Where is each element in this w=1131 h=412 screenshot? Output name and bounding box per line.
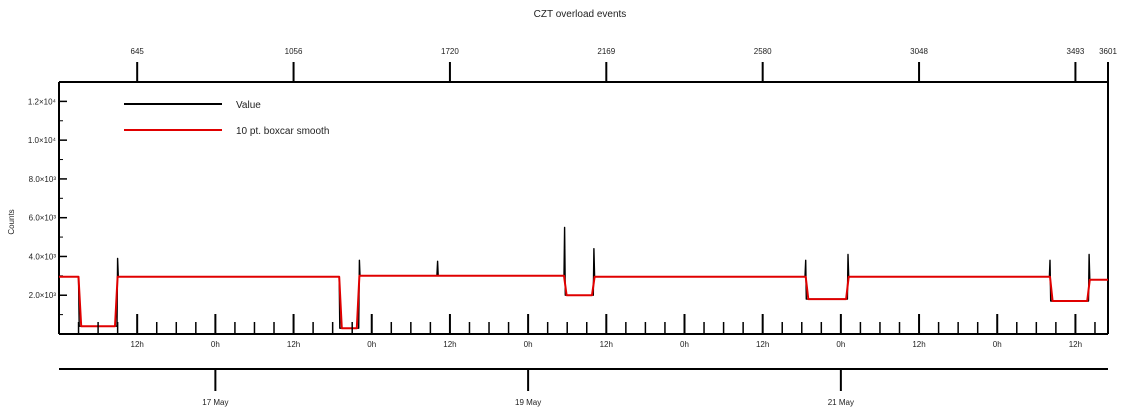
y-axis-tick-label: 1.0×10⁴	[28, 136, 57, 145]
legend-label-value: Value	[236, 100, 261, 111]
hour-axis-tick-label: 12h	[912, 340, 925, 349]
hour-axis-tick-label: 12h	[287, 340, 300, 349]
date-axis-tick-label: 19 May	[515, 398, 541, 407]
top-axis-tick-label: 1720	[441, 47, 459, 56]
top-axis-tick-label: 3493	[1067, 47, 1085, 56]
hour-axis-tick-label: 0h	[367, 340, 376, 349]
hour-axis-tick-label: 12h	[1069, 340, 1082, 349]
y-axis-tick-label: 4.0×10³	[29, 252, 57, 261]
hour-axis-tick-label: 12h	[131, 340, 144, 349]
legend: Value 10 pt. boxcar smooth	[124, 100, 329, 137]
top-axis-tick-label: 1056	[285, 47, 303, 56]
legend-label-smooth: 10 pt. boxcar smooth	[236, 126, 329, 137]
series-line-smooth	[59, 274, 1108, 330]
y-axis-label: Counts	[7, 209, 16, 234]
y-axis-tick-label: 6.0×10³	[29, 214, 57, 223]
top-axis-tick-label: 2169	[597, 47, 615, 56]
top-axis-tick-label: 3048	[910, 47, 928, 56]
series-layer	[59, 226, 1108, 330]
date-axis-tick-label: 17 May	[202, 398, 228, 407]
top-axis-tick-label: 3601	[1099, 47, 1117, 56]
top-axis-tick-label: 2580	[754, 47, 772, 56]
hour-axis: 12h 0h 12h 0h 12h 0h 12h 0h 12h 0h 12h 0h 12h	[77, 314, 1096, 349]
hour-axis-tick-label: 12h	[600, 340, 613, 349]
y-axis-tick-label: 8.0×10³	[29, 175, 57, 184]
hour-axis-tick-label: 0h	[211, 340, 220, 349]
hour-axis-tick-label: 12h	[443, 340, 456, 349]
y-axis: 2.0×10³ 4.0×10³ 6.0×10³ 8.0×10³ 1.0×10⁴ 1.2×1…	[28, 81, 67, 316]
plot-frame	[58, 81, 1109, 335]
hour-axis-tick-label: 0h	[524, 340, 533, 349]
hour-axis-tick-label: 0h	[680, 340, 689, 349]
hour-axis-tick-label: 0h	[993, 340, 1002, 349]
y-axis-tick-label: 2.0×10³	[29, 291, 57, 300]
top-axis: 645 1056 1720 2169 2580 3048 3493 3601	[131, 47, 1117, 82]
hour-axis-tick-label: 0h	[836, 340, 845, 349]
chart-title: CZT overload events	[534, 9, 627, 20]
date-axis-tick-label: 21 May	[828, 398, 854, 407]
y-axis-tick-label: 1.2×10⁴	[28, 97, 57, 106]
hour-axis-tick-label: 12h	[756, 340, 769, 349]
top-axis-tick-label: 645	[131, 47, 145, 56]
date-axis: 17 May 19 May 21 May	[59, 368, 1108, 407]
